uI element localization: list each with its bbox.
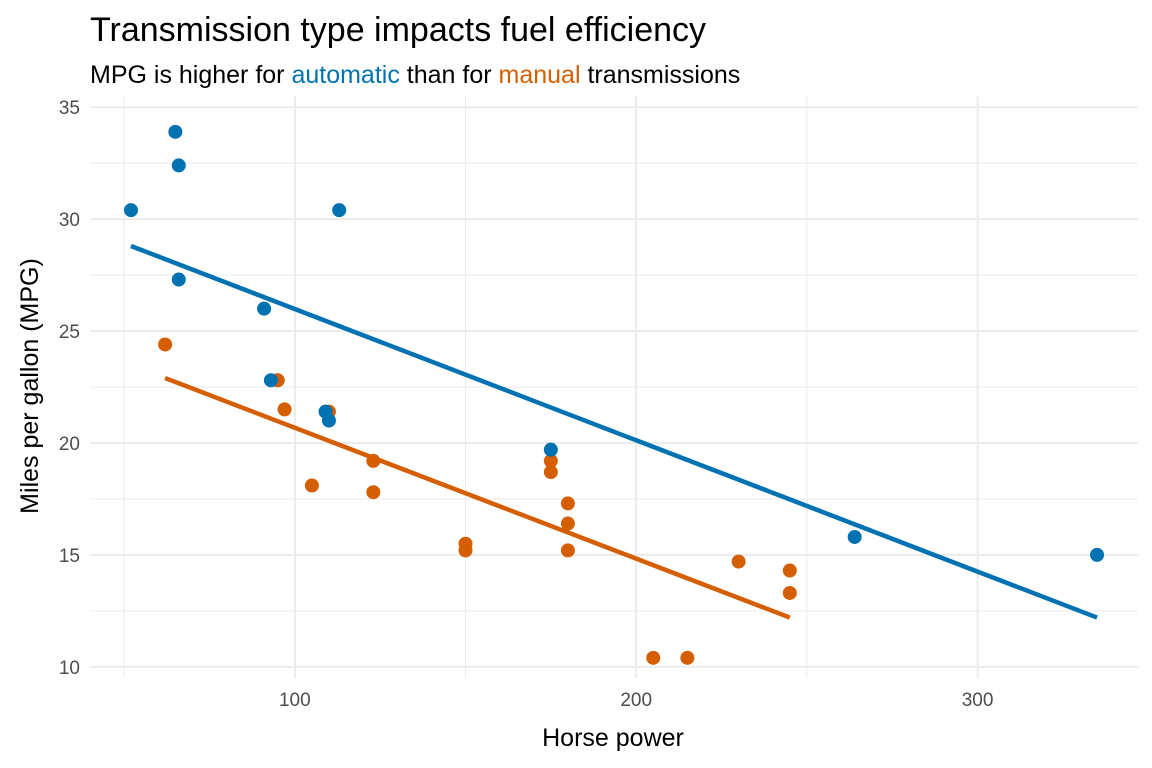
tick-labels: 100 200 300 10 15 20 25 30 35 bbox=[59, 98, 994, 711]
manual-point bbox=[782, 585, 797, 600]
manual-point bbox=[277, 402, 292, 417]
automatic-point bbox=[257, 301, 272, 316]
manual-point bbox=[366, 453, 381, 468]
manual-fit-line bbox=[164, 375, 791, 620]
automatic-point bbox=[1090, 547, 1105, 562]
data-points bbox=[123, 124, 1105, 665]
x-tick-label: 300 bbox=[962, 690, 994, 711]
manual-point bbox=[680, 650, 695, 665]
y-tick-label: 15 bbox=[59, 546, 80, 567]
manual-point bbox=[543, 453, 558, 468]
x-tick-label: 100 bbox=[279, 690, 311, 711]
y-axis-title: Miles per gallon (MPG) bbox=[16, 258, 44, 514]
y-tick-label: 20 bbox=[59, 434, 80, 455]
automatic-point bbox=[847, 529, 862, 544]
manual-point bbox=[560, 543, 575, 558]
manual-point bbox=[731, 554, 746, 569]
automatic-point bbox=[171, 158, 186, 173]
manual-point bbox=[158, 337, 173, 352]
automatic-point bbox=[123, 203, 138, 218]
manual-point bbox=[782, 563, 797, 578]
automatic-point bbox=[332, 203, 347, 218]
fit-lines bbox=[130, 243, 1098, 620]
manual-point bbox=[560, 496, 575, 511]
grid-lines bbox=[90, 96, 1138, 678]
y-tick-label: 10 bbox=[59, 658, 80, 679]
automatic-point bbox=[543, 442, 558, 457]
y-tick-label: 35 bbox=[59, 98, 80, 119]
manual-point bbox=[560, 516, 575, 531]
subtitle-prefix: MPG is higher for bbox=[90, 61, 292, 89]
manual-point bbox=[366, 485, 381, 500]
automatic-point bbox=[321, 413, 336, 428]
y-tick-label: 25 bbox=[59, 322, 80, 343]
manual-point bbox=[543, 465, 558, 480]
manual-point bbox=[304, 478, 319, 493]
subtitle-middle: than for bbox=[399, 61, 499, 89]
automatic-point bbox=[168, 124, 183, 139]
manual-point bbox=[646, 650, 661, 665]
subtitle-automatic: automatic bbox=[291, 61, 400, 89]
automatic-point bbox=[263, 373, 278, 388]
chart-title: Transmission type impacts fuel efficienc… bbox=[90, 11, 707, 49]
x-tick-label: 200 bbox=[620, 690, 652, 711]
subtitle-suffix: transmissions bbox=[580, 61, 741, 89]
manual-point bbox=[458, 543, 473, 558]
automatic-fit-line bbox=[130, 243, 1098, 620]
chart-subtitle: MPG is higher for automatic than for man… bbox=[90, 60, 740, 90]
y-tick-label: 30 bbox=[59, 210, 80, 231]
x-axis-title: Horse power bbox=[542, 724, 684, 752]
subtitle-manual: manual bbox=[498, 61, 581, 89]
automatic-point bbox=[171, 272, 186, 287]
